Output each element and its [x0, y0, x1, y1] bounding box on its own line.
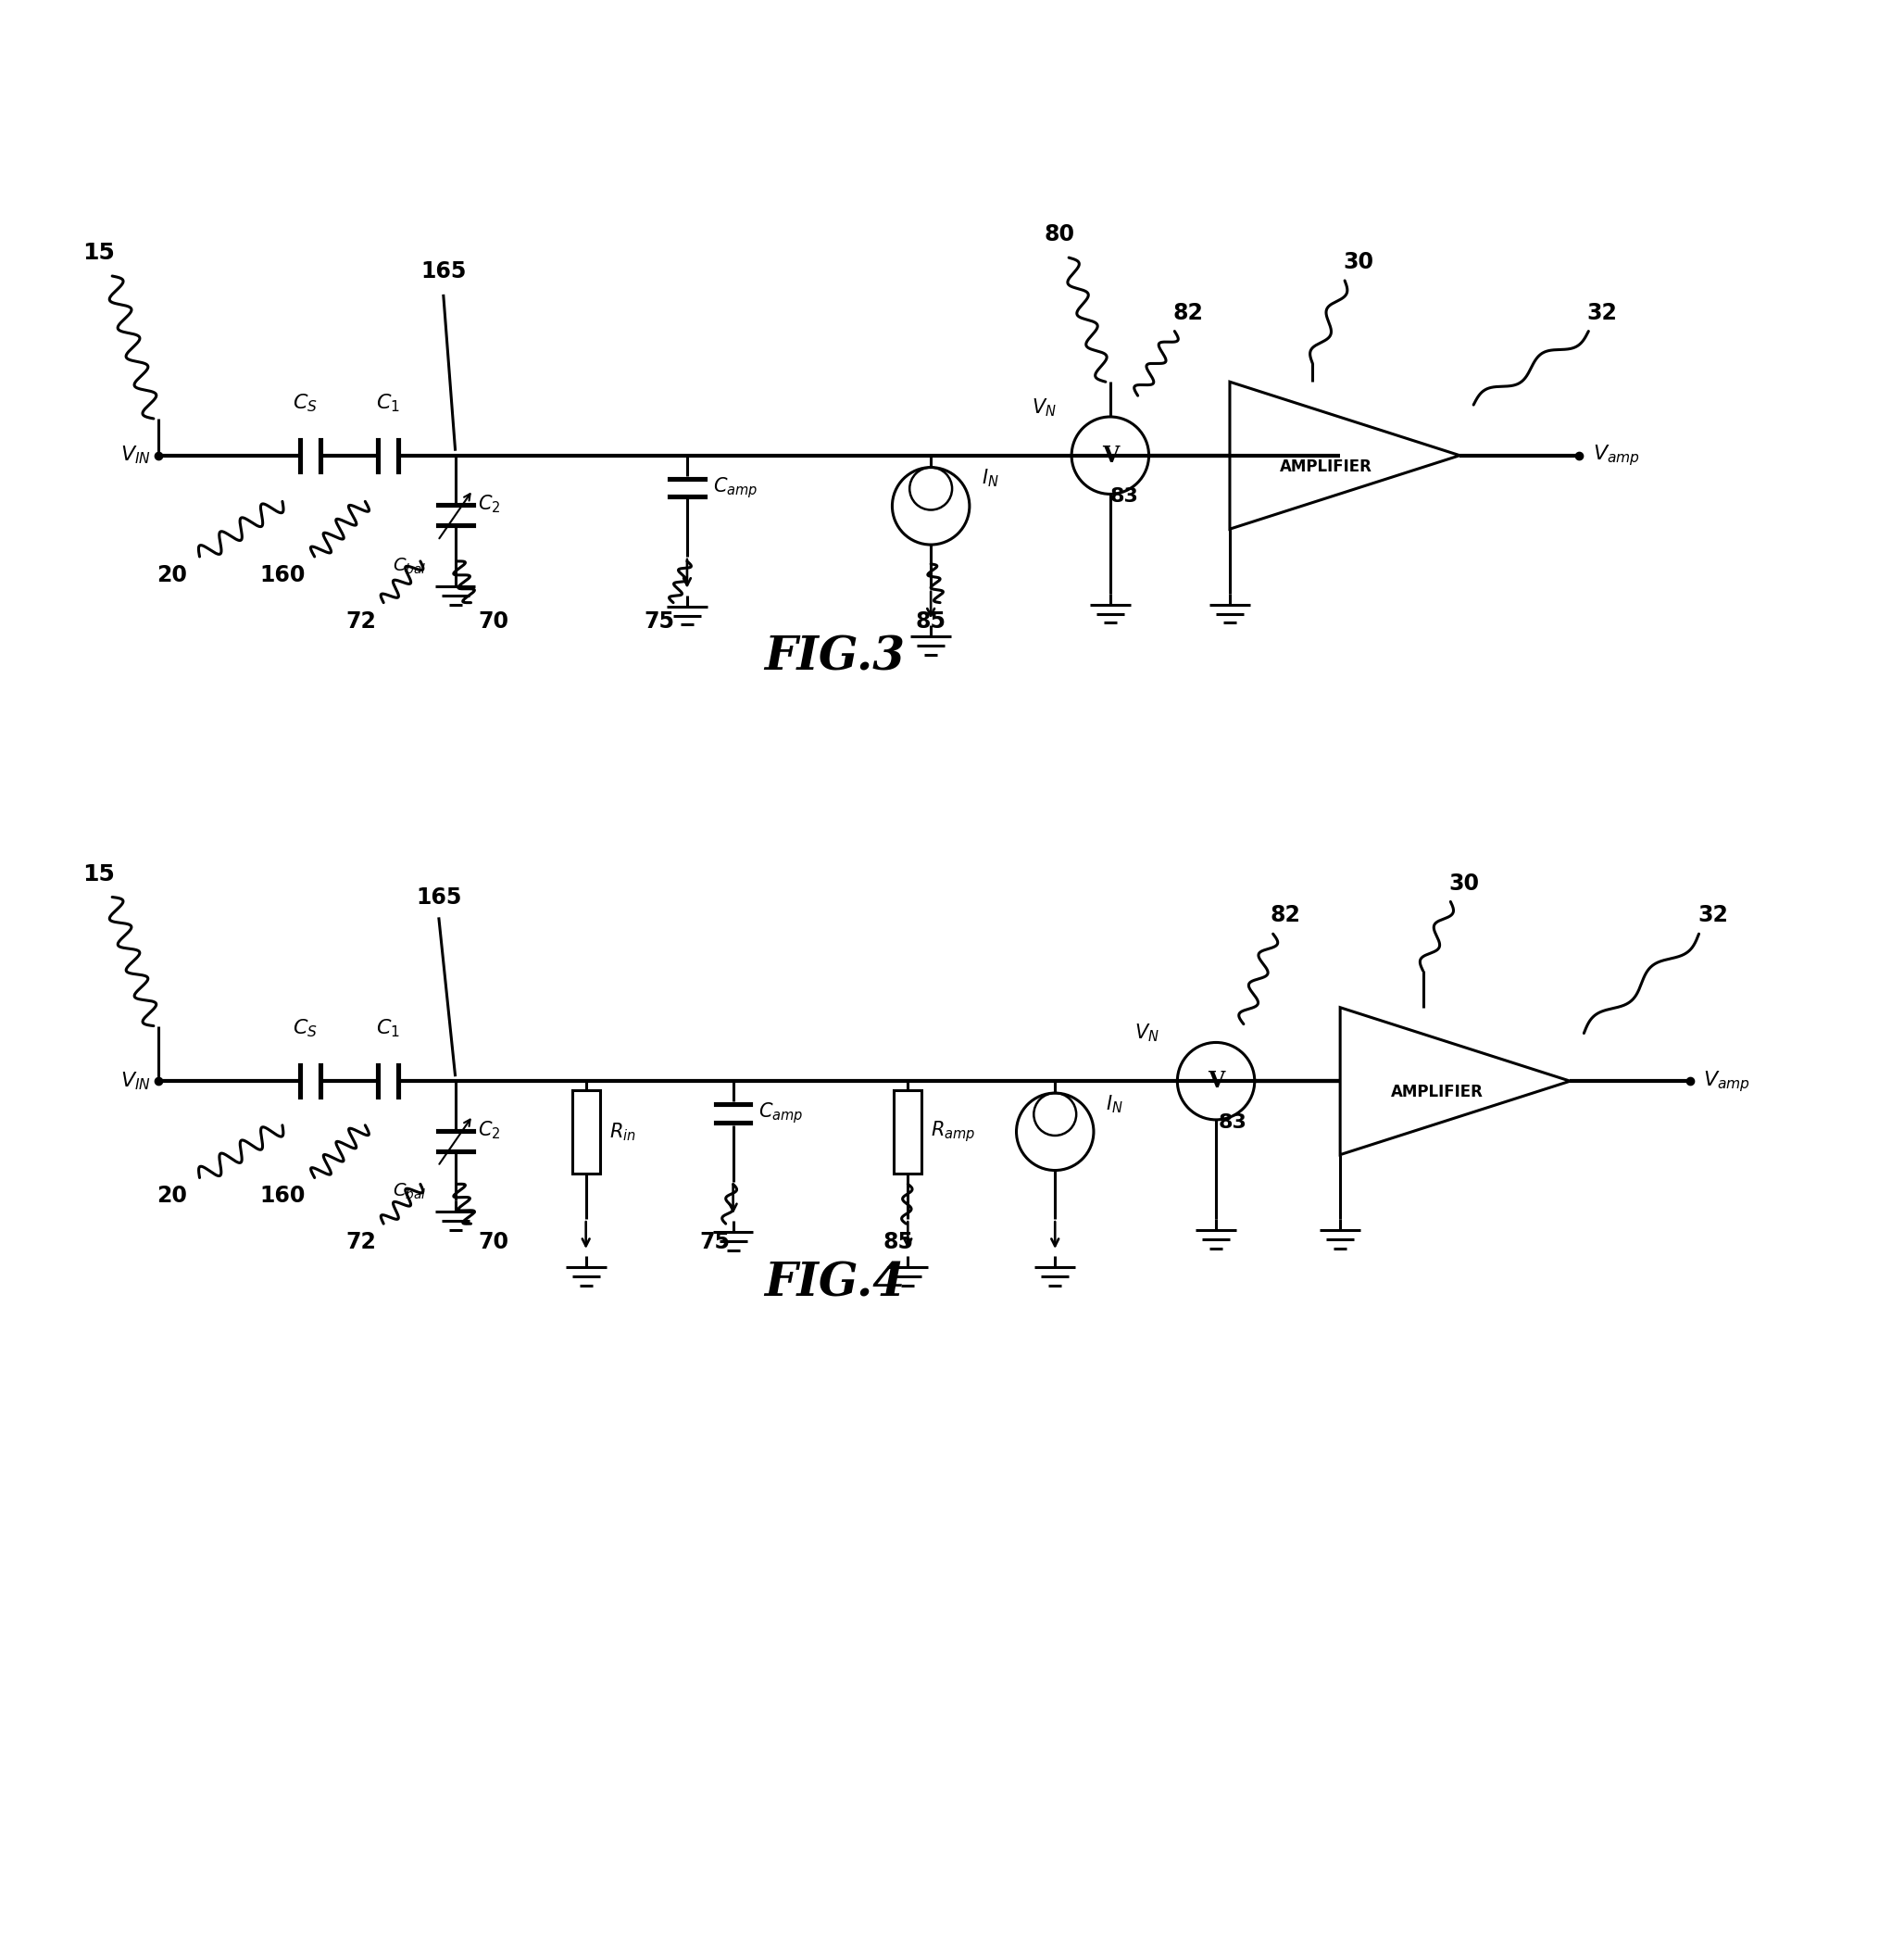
Text: AMPLIFIER: AMPLIFIER — [1279, 458, 1373, 476]
Text: 85: 85 — [916, 609, 946, 632]
Text: $V_N$: $V_N$ — [1032, 396, 1057, 418]
Text: $C_{bal}$: $C_{bal}$ — [392, 555, 426, 576]
Text: $C_{amp}$: $C_{amp}$ — [712, 476, 758, 501]
Text: 30: 30 — [1344, 251, 1375, 273]
Text: $C_S$: $C_S$ — [293, 393, 318, 414]
Text: 82: 82 — [1173, 302, 1203, 323]
Text: FIG.4: FIG.4 — [764, 1261, 904, 1305]
Text: FIG.3: FIG.3 — [764, 634, 904, 681]
Text: 15: 15 — [82, 863, 114, 886]
Text: V: V — [1207, 1070, 1224, 1093]
Text: $V_{IN}$: $V_{IN}$ — [120, 1070, 150, 1093]
Text: $C_1$: $C_1$ — [377, 1017, 400, 1040]
Text: 80: 80 — [1043, 224, 1076, 246]
Text: 82: 82 — [1270, 905, 1300, 926]
Text: $C_2$: $C_2$ — [478, 493, 501, 514]
Text: $V_{IN}$: $V_{IN}$ — [120, 445, 150, 466]
Text: $V_{amp}$: $V_{amp}$ — [1704, 1070, 1752, 1093]
Text: $R_{in}$: $R_{in}$ — [609, 1122, 636, 1143]
Text: $I_N$: $I_N$ — [1106, 1093, 1123, 1116]
Text: $C_{amp}$: $C_{amp}$ — [760, 1100, 803, 1126]
Text: $C_S$: $C_S$ — [293, 1017, 318, 1040]
Text: 85: 85 — [883, 1230, 914, 1253]
Text: 70: 70 — [478, 1230, 508, 1253]
Text: AMPLIFIER: AMPLIFIER — [1390, 1083, 1483, 1100]
Text: 20: 20 — [156, 565, 187, 586]
Text: 32: 32 — [1698, 905, 1729, 926]
Text: 20: 20 — [156, 1186, 187, 1207]
Text: 160: 160 — [259, 1186, 305, 1207]
Text: 15: 15 — [82, 242, 114, 265]
Text: $I_N$: $I_N$ — [981, 468, 1000, 489]
Text: 83: 83 — [1219, 1114, 1247, 1131]
Text: 72: 72 — [345, 609, 375, 632]
Text: 32: 32 — [1588, 302, 1618, 323]
Text: 165: 165 — [421, 261, 466, 282]
Text: 160: 160 — [259, 565, 305, 586]
Text: $C_1$: $C_1$ — [377, 393, 400, 414]
Text: 30: 30 — [1449, 872, 1479, 894]
Text: 75: 75 — [644, 609, 674, 632]
Text: $C_{bal}$: $C_{bal}$ — [392, 1182, 426, 1201]
Text: 72: 72 — [345, 1230, 375, 1253]
Text: $V_N$: $V_N$ — [1135, 1023, 1160, 1044]
Text: 70: 70 — [478, 609, 508, 632]
Text: $V_{amp}$: $V_{amp}$ — [1594, 443, 1641, 468]
Bar — [895, 1091, 922, 1174]
Text: V: V — [1102, 445, 1120, 466]
Text: $R_{amp}$: $R_{amp}$ — [931, 1120, 975, 1145]
Text: $C_2$: $C_2$ — [478, 1120, 501, 1141]
Text: 83: 83 — [1110, 487, 1139, 507]
Text: 75: 75 — [699, 1230, 729, 1253]
Text: 165: 165 — [415, 886, 461, 909]
Bar — [571, 1091, 600, 1174]
